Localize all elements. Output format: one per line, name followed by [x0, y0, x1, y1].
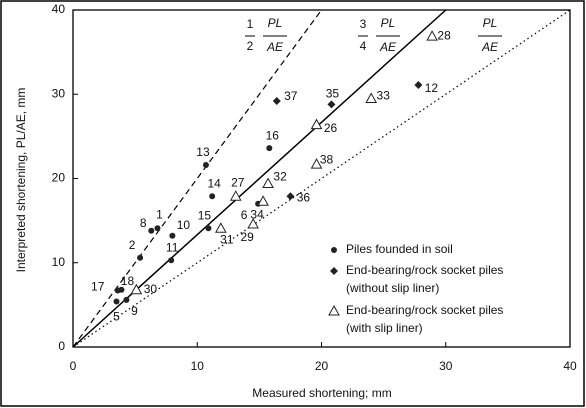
y-tick-label: 40 [52, 2, 66, 16]
point [262, 177, 274, 189]
point-label: 17 [91, 280, 105, 294]
point-label: 30 [144, 282, 158, 296]
point-label: 35 [326, 87, 340, 101]
point [365, 92, 378, 103]
legend-marker [328, 304, 340, 316]
point [118, 286, 125, 293]
line-label-expr: AE [481, 40, 499, 54]
point-label: 33 [377, 89, 391, 103]
line-label-expr: AE [266, 40, 284, 54]
x-tick-label: 30 [439, 359, 453, 373]
reference-line [72, 9, 571, 348]
legend-label: Piles founded in soil [346, 242, 453, 256]
point [148, 227, 155, 234]
point-label: 15 [198, 208, 212, 222]
point [272, 96, 281, 105]
point [310, 118, 323, 130]
x-tick-label: 0 [70, 359, 77, 373]
point-label: 38 [320, 152, 334, 166]
point [257, 195, 269, 206]
point-label: 37 [284, 89, 298, 103]
x-tick-label: 40 [563, 359, 577, 373]
point [215, 222, 227, 233]
legend-marker [330, 267, 338, 275]
point [247, 217, 260, 229]
point [205, 225, 212, 232]
point-label: 32 [273, 170, 287, 184]
point [327, 100, 336, 109]
x-tick-label: 20 [315, 359, 329, 373]
point [154, 225, 161, 232]
legend-label: End-bearing/rock socket piles [346, 263, 503, 277]
point-label: 31 [220, 232, 234, 246]
line-label-expr: PL [381, 16, 396, 30]
reference-line [72, 9, 447, 348]
y-tick-label: 20 [52, 171, 66, 185]
point-label: 27 [231, 175, 245, 189]
point [286, 192, 295, 201]
point-label: 9 [131, 304, 138, 318]
legend-label: (with slip liner) [346, 321, 423, 335]
line-label-coef: 1 [247, 17, 254, 31]
point-label: 26 [324, 121, 338, 135]
point [426, 30, 438, 41]
point-label: 14 [207, 176, 221, 190]
line-label-coef: 2 [247, 39, 254, 53]
point-label: 16 [266, 128, 280, 142]
point-label: 2 [129, 238, 136, 252]
line-label-expr: PL [268, 16, 283, 30]
point-label: 13 [196, 145, 210, 159]
point [310, 158, 323, 169]
point [137, 254, 144, 261]
point [130, 283, 143, 295]
line-label-expr: PL [483, 16, 498, 30]
point [202, 162, 209, 169]
y-tick-label: 0 [58, 339, 65, 353]
x-axis-label: Measured shortening; mm [252, 386, 391, 400]
point [113, 298, 120, 305]
point-label: 36 [297, 190, 311, 204]
point [209, 193, 216, 200]
line-label-expr: AE [379, 40, 397, 54]
line-label-coef: 3 [360, 17, 367, 31]
point-label: 5 [113, 310, 120, 324]
legend-label: (without slip liner) [346, 281, 439, 295]
point [123, 296, 130, 303]
point [266, 145, 273, 152]
point [414, 80, 423, 89]
point-label: 1 [156, 207, 163, 221]
point-label: 8 [140, 216, 147, 230]
point-label: 29 [240, 230, 254, 244]
y-axis-label: Interpreted shortening, PL/AE, mm [14, 88, 28, 273]
point-label: 10 [177, 218, 191, 232]
point-label: 12 [425, 81, 439, 95]
point [229, 190, 242, 201]
point-label: 11 [166, 240, 179, 254]
x-tick-label: 10 [191, 359, 205, 373]
legend-label: End-bearing/rock socket piles [346, 303, 503, 317]
point-label: 34 [250, 207, 264, 221]
line-label-coef: 4 [360, 39, 367, 53]
y-tick-label: 10 [52, 255, 66, 269]
point [168, 257, 175, 264]
point [169, 232, 176, 239]
legend-marker [331, 247, 337, 253]
point-label: 6 [241, 208, 248, 222]
point-label: 28 [437, 28, 451, 42]
y-tick-label: 30 [52, 86, 66, 100]
point-label: 18 [121, 274, 135, 288]
